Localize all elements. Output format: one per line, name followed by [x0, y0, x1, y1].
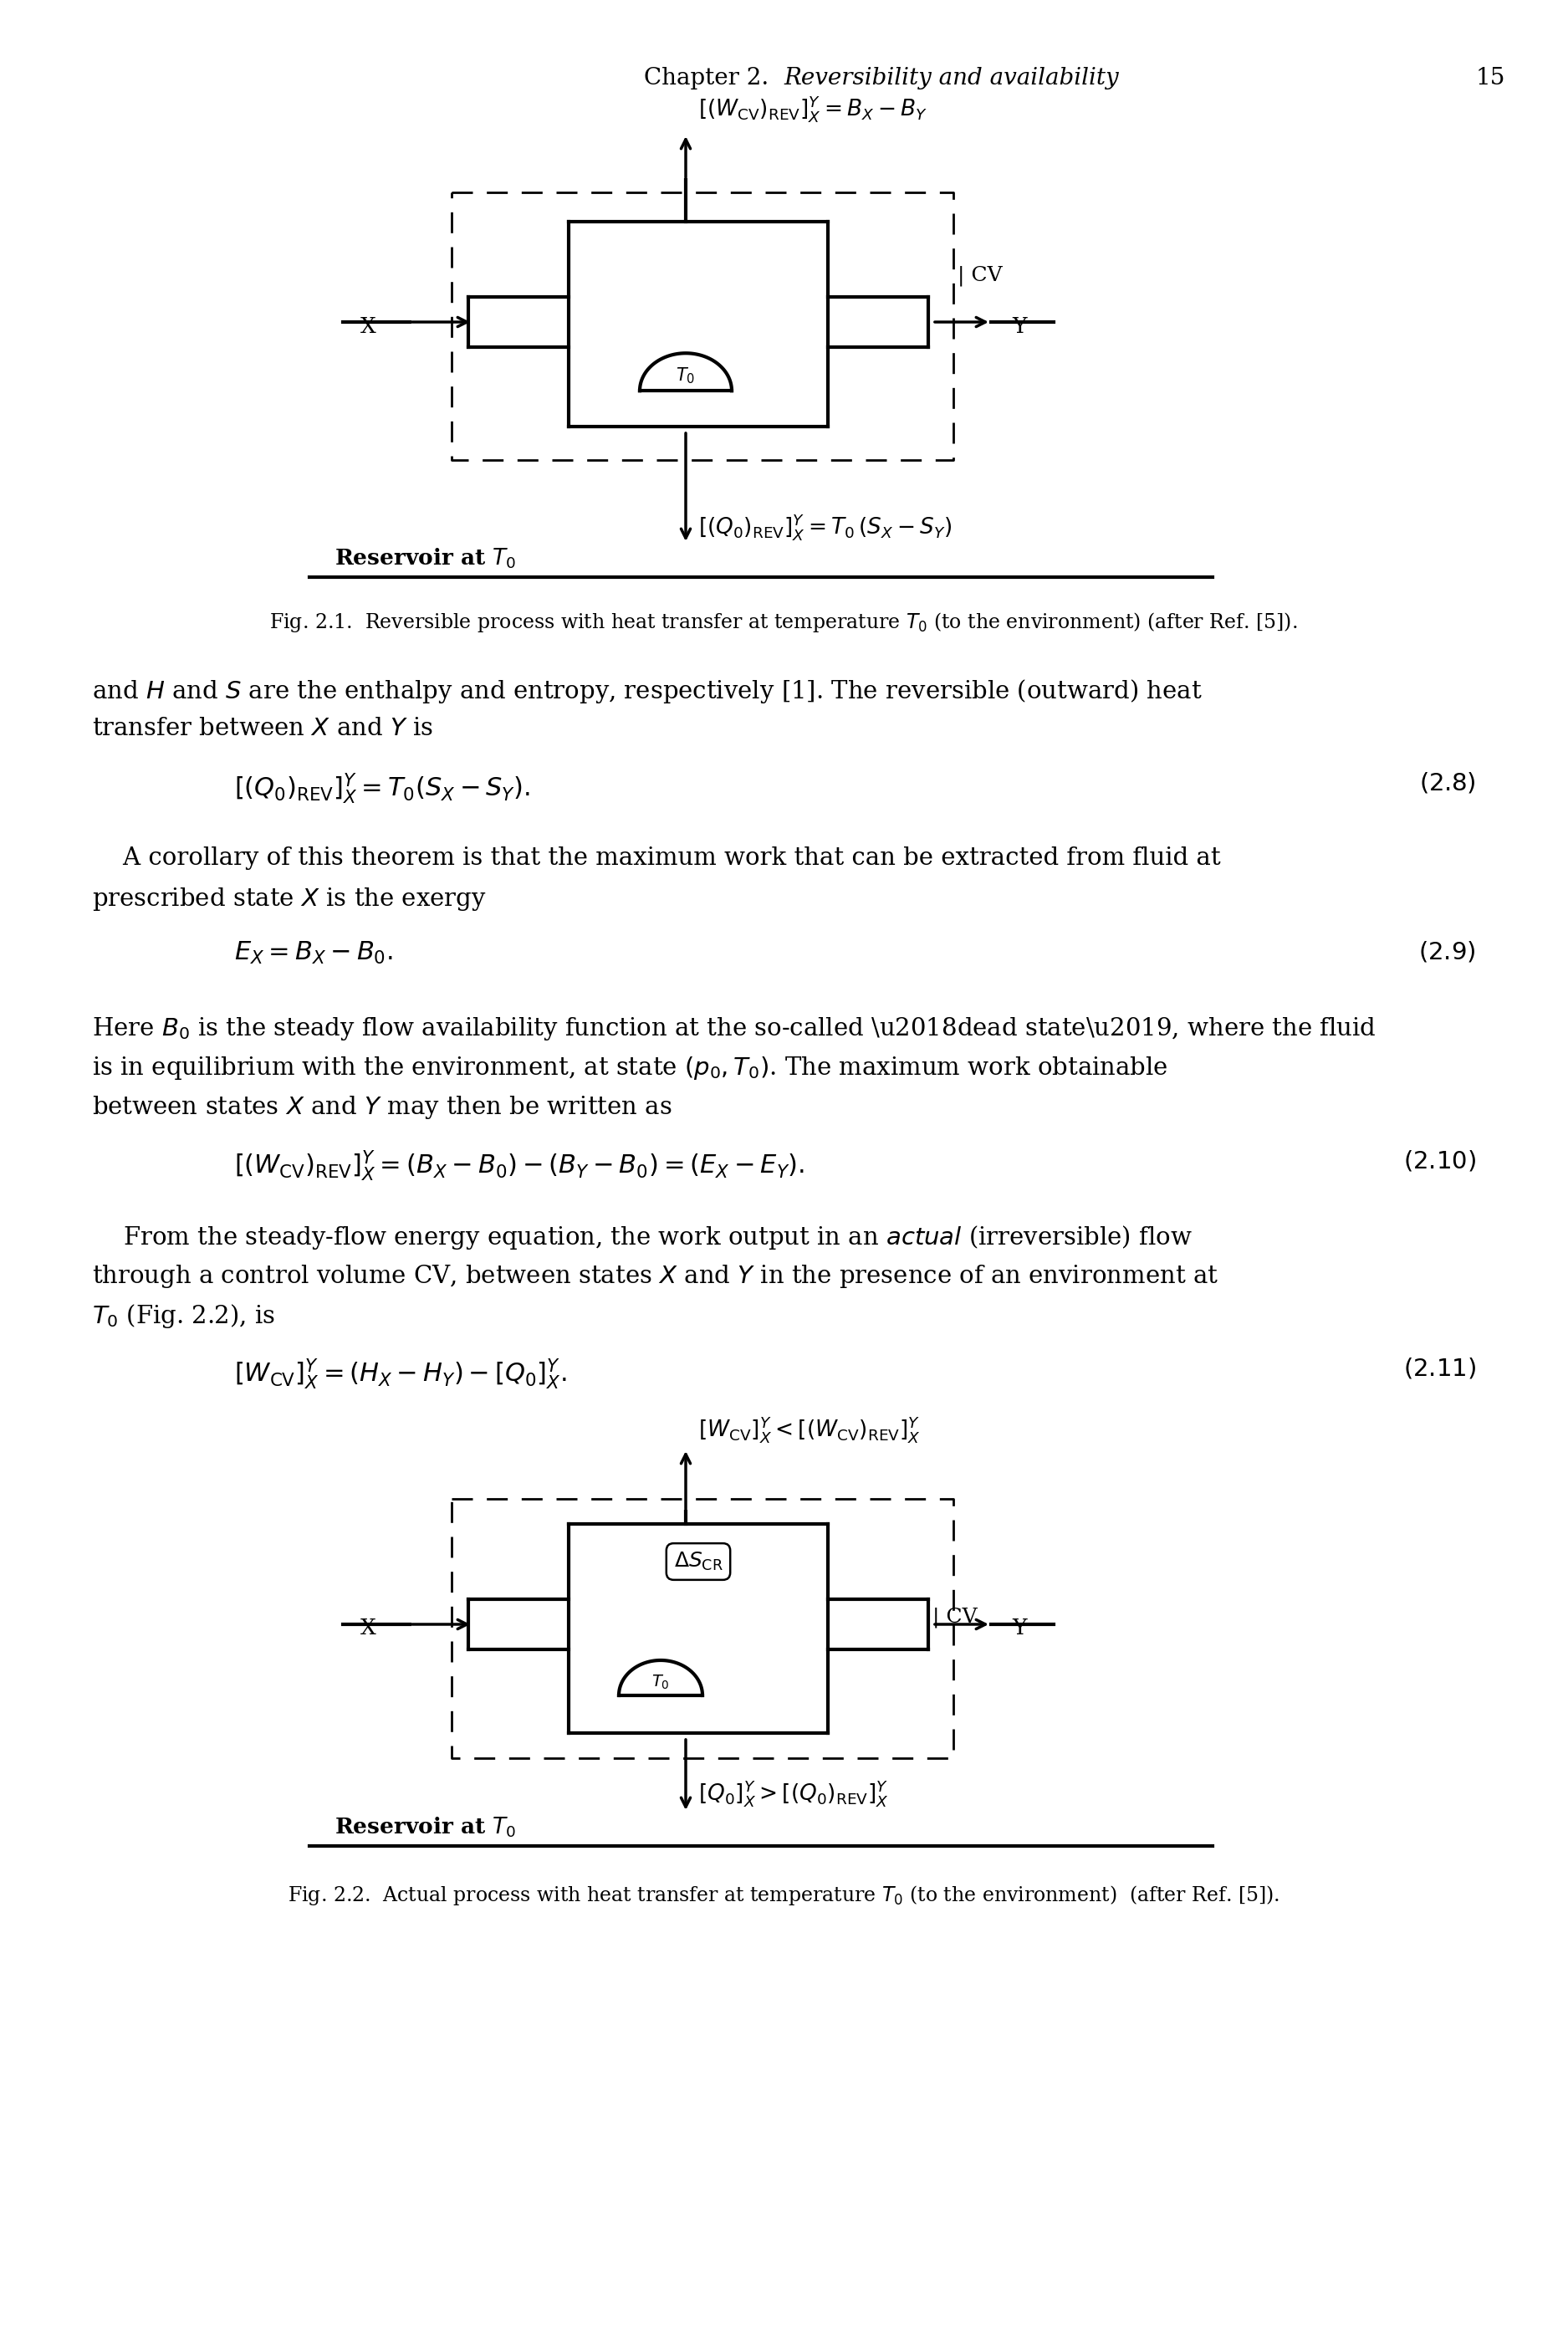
Text: From the steady-flow energy equation, the work output in an $\mathit{actual}$ (i: From the steady-flow energy equation, th… [93, 1223, 1192, 1251]
Text: Y: Y [1011, 315, 1027, 336]
Text: Chapter 2.: Chapter 2. [644, 66, 784, 89]
Text: prescribed state $X$ is the exergy: prescribed state $X$ is the exergy [93, 887, 486, 913]
Text: A corollary of this theorem is that the maximum work that can be extracted from : A corollary of this theorem is that the … [93, 847, 1220, 870]
Text: $T_0$: $T_0$ [676, 367, 696, 386]
Text: between states $X$ and $Y$ may then be written as: between states $X$ and $Y$ may then be w… [93, 1094, 673, 1122]
Text: Fig. 2.2.  Actual process with heat transfer at temperature $T_0$ (to the enviro: Fig. 2.2. Actual process with heat trans… [287, 1884, 1279, 1907]
Text: $(2.8)$: $(2.8)$ [1419, 771, 1475, 795]
Text: $(2.10)$: $(2.10)$ [1403, 1148, 1475, 1174]
Text: Y: Y [1011, 1618, 1027, 1639]
Text: $E_X = B_X - B_0.$: $E_X = B_X - B_0.$ [234, 941, 394, 967]
Text: through a control volume CV, between states $X$ and $Y$ in the presence of an en: through a control volume CV, between sta… [93, 1263, 1218, 1289]
Text: X: X [361, 1618, 376, 1639]
Text: $T_0$: $T_0$ [652, 1672, 670, 1691]
Text: Fig. 2.1.  Reversible process with heat transfer at temperature $T_0$ (to the en: Fig. 2.1. Reversible process with heat t… [270, 612, 1298, 635]
Text: | CV: | CV [933, 1606, 977, 1628]
Text: $\Delta S_{\mathrm{CR}}$: $\Delta S_{\mathrm{CR}}$ [674, 1550, 723, 1573]
Text: $(2.11)$: $(2.11)$ [1403, 1357, 1475, 1381]
Text: $[W_{\mathrm{CV}}]^Y_X = (H_X - H_Y) - [Q_0]^Y_X.$: $[W_{\mathrm{CV}}]^Y_X = (H_X - H_Y) - [… [234, 1357, 568, 1390]
Text: $[Q_0]^Y_X > [(Q_0)_{\mathrm{REV}}]^Y_X$: $[Q_0]^Y_X > [(Q_0)_{\mathrm{REV}}]^Y_X$ [698, 1778, 889, 1809]
Text: Reversibility and availability: Reversibility and availability [784, 66, 1118, 89]
Text: Reservoir at $T_0$: Reservoir at $T_0$ [334, 546, 516, 572]
Text: X: X [361, 315, 376, 336]
Text: $[(Q_0)_{\mathrm{REV}}]^Y_X = T_0\,(S_X - S_Y)$: $[(Q_0)_{\mathrm{REV}}]^Y_X = T_0\,(S_X … [698, 513, 952, 541]
Text: is in equilibrium with the environment, at state $(p_0, T_0)$. The maximum work : is in equilibrium with the environment, … [93, 1054, 1168, 1082]
Text: transfer between $X$ and $Y$ is: transfer between $X$ and $Y$ is [93, 717, 433, 741]
Text: $(2.9)$: $(2.9)$ [1419, 941, 1475, 964]
Text: Here $B_0$ is the steady flow availability function at the so-called \u2018dead : Here $B_0$ is the steady flow availabili… [93, 1016, 1377, 1042]
Text: 15: 15 [1475, 66, 1505, 89]
Text: Reservoir at $T_0$: Reservoir at $T_0$ [334, 1816, 516, 1839]
Text: | CV: | CV [958, 266, 1002, 287]
Text: $[W_{\mathrm{CV}}]^Y_X < [(W_{\mathrm{CV}})_{\mathrm{REV}}]^Y_X$: $[W_{\mathrm{CV}}]^Y_X < [(W_{\mathrm{CV… [698, 1414, 920, 1444]
Text: $[(W_{\mathrm{CV}})_{\mathrm{REV}}]^Y_X = B_X - B_Y$: $[(W_{\mathrm{CV}})_{\mathrm{REV}}]^Y_X … [698, 94, 928, 125]
Text: $[(Q_0)_{\mathrm{REV}}]^Y_X = T_0(S_X - S_Y).$: $[(Q_0)_{\mathrm{REV}}]^Y_X = T_0(S_X - … [234, 771, 530, 804]
Text: and $H$ and $S$ are the enthalpy and entropy, respectively [1]. The reversible (: and $H$ and $S$ are the enthalpy and ent… [93, 677, 1203, 706]
Text: $T_0$ (Fig. 2.2), is: $T_0$ (Fig. 2.2), is [93, 1303, 274, 1329]
Text: $[(W_{\mathrm{CV}})_{\mathrm{REV}}]^Y_X = (B_X - B_0) - (B_Y - B_0) = (E_X - E_Y: $[(W_{\mathrm{CV}})_{\mathrm{REV}}]^Y_X … [234, 1148, 804, 1183]
